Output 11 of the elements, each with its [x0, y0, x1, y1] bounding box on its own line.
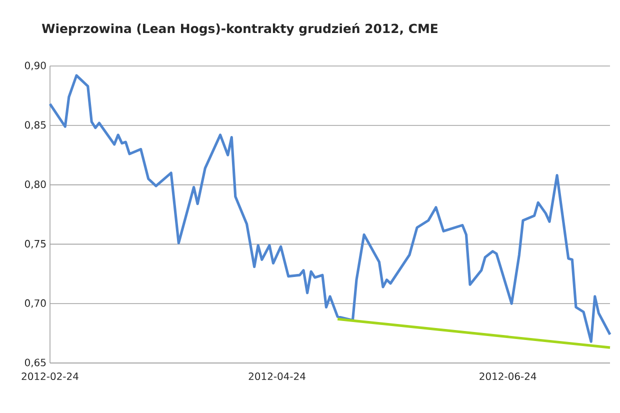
y-tick-label: 0,75	[24, 240, 46, 248]
chart-title: Wieprzowina (Lean Hogs)-kontrakty grudzień 2012, CME	[42, 22, 438, 36]
y-tick-label: 0,85	[24, 121, 46, 130]
line-series	[48, 74, 612, 343]
y-tick-label: 0,70	[24, 299, 46, 308]
y-tick-label: 0,80	[24, 180, 46, 190]
y-tick-label: 0,65	[24, 358, 46, 368]
x-tick-label: 2012-02-24	[22, 372, 78, 380]
y-tick-label: 0,90	[24, 62, 46, 70]
x-tick-label: 2012-06-24	[480, 372, 536, 380]
x-tick-label: 2012-04-24	[248, 372, 306, 380]
